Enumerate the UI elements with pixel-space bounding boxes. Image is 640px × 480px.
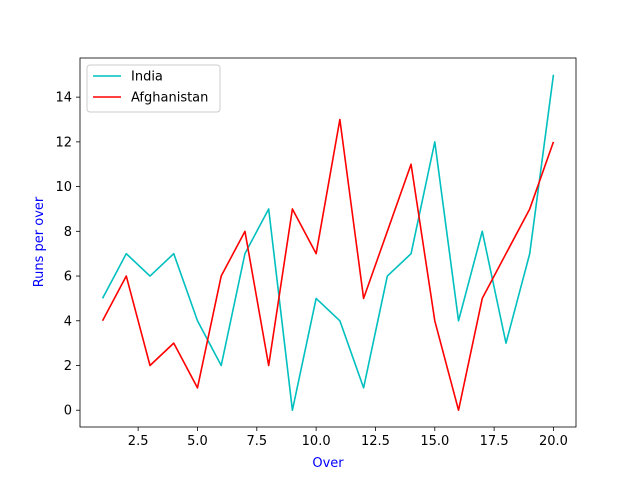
series-line-afghanistan (101, 118, 555, 412)
x-axis-label: Over (312, 456, 344, 471)
x-tick-label: 2.5 (128, 434, 149, 449)
y-axis-label: Runs per over (32, 196, 47, 287)
x-tick-label: 12.5 (361, 434, 390, 449)
plot-frame (79, 57, 577, 428)
y-tick-label: 2 (64, 359, 72, 374)
legend-label-india: India (131, 70, 163, 85)
legend: India Afghanistan (86, 64, 221, 113)
series-line-india (101, 74, 555, 412)
series-lines (101, 74, 555, 412)
y-tick-label: 10 (55, 180, 72, 195)
x-tick-label: 15.0 (420, 434, 449, 449)
y-tick-label: 8 (64, 225, 72, 240)
y-tick-label: 14 (55, 91, 72, 106)
y-tick-label: 0 (64, 404, 72, 419)
x-tick-label: 20.0 (539, 434, 568, 449)
y-tick-label: 12 (55, 135, 72, 150)
y-axis-ticks: 0 2 4 6 8 10 12 14 (55, 91, 80, 419)
x-axis-ticks: 2.5 5.0 7.5 10.0 12.5 15.0 17.5 20.0 (128, 427, 568, 449)
x-tick-label: 7.5 (246, 434, 267, 449)
x-tick-label: 17.5 (480, 434, 509, 449)
x-tick-label: 10.0 (302, 434, 331, 449)
y-tick-label: 6 (64, 270, 72, 285)
legend-label-afghanistan: Afghanistan (131, 91, 208, 106)
x-tick-label: 5.0 (187, 434, 208, 449)
plot-area (80, 58, 576, 427)
y-tick-label: 4 (64, 314, 72, 329)
